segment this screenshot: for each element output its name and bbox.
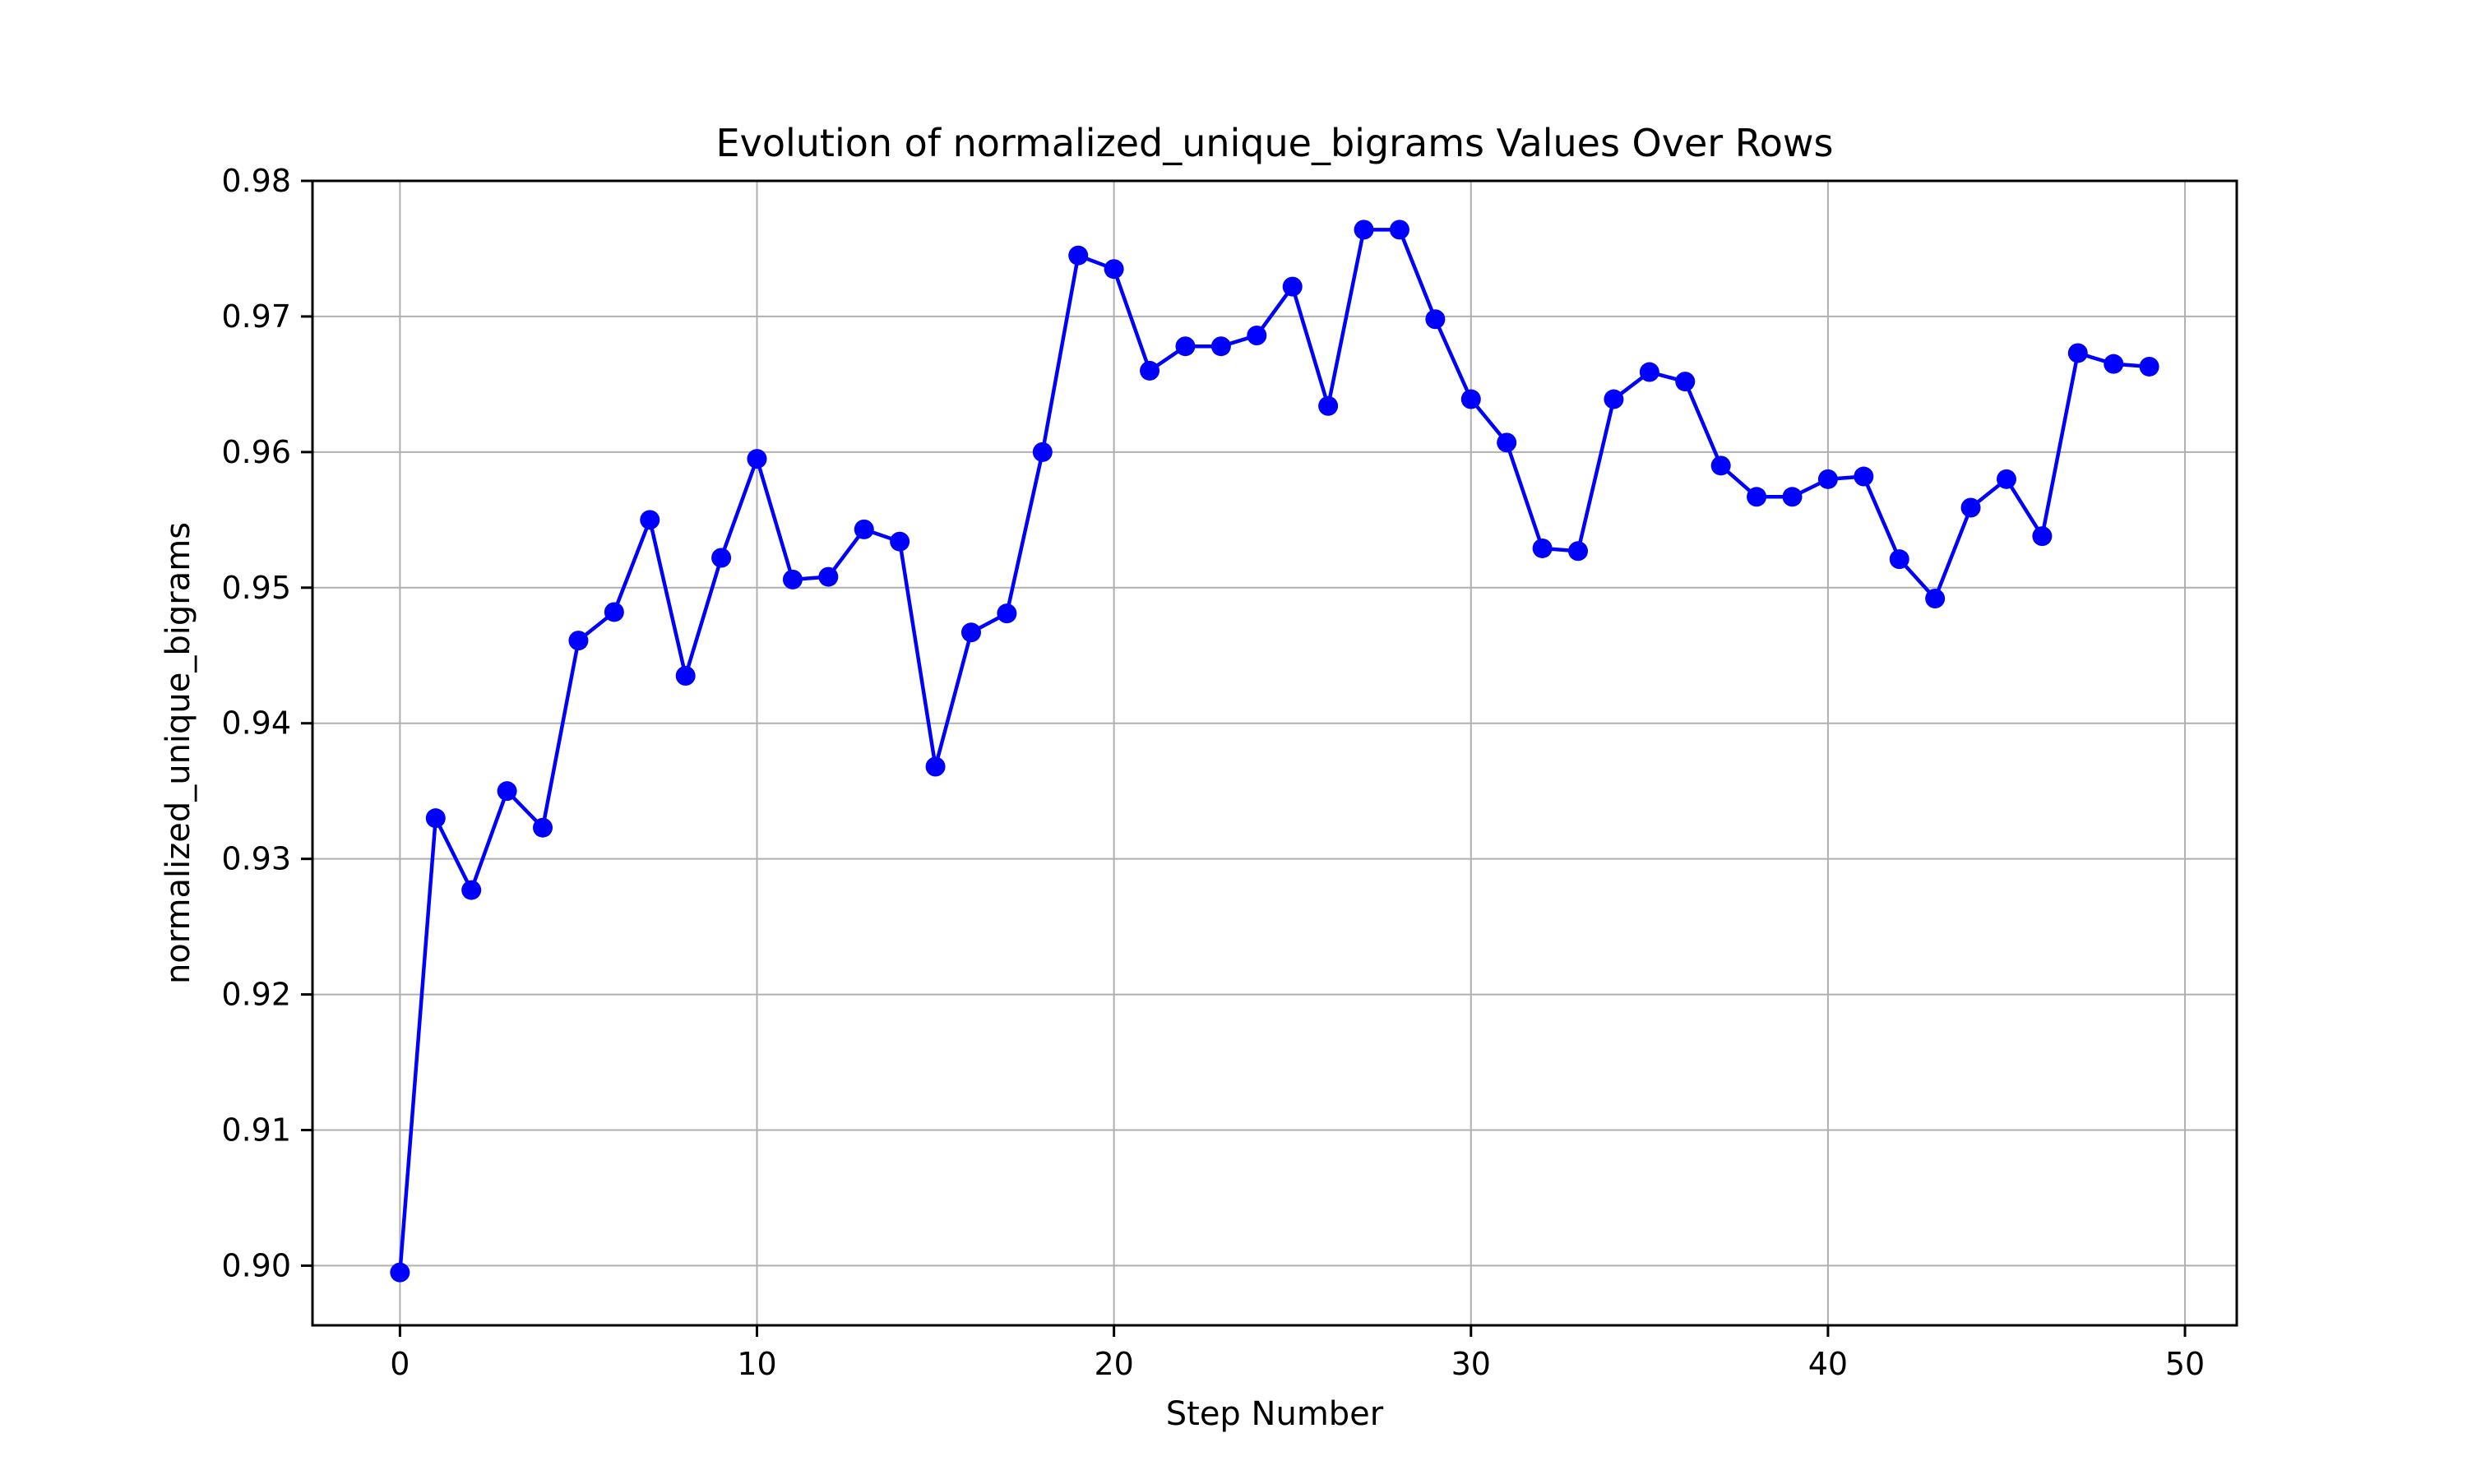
chart-title: Evolution of normalized_unique_bigrams V… — [716, 121, 1834, 165]
data-point — [890, 531, 910, 552]
data-point — [1710, 455, 1731, 476]
data-point — [1747, 487, 1767, 507]
data-point — [1282, 276, 1303, 297]
x-tick-label: 20 — [1094, 1346, 1133, 1382]
data-point — [1889, 549, 1909, 570]
data-point — [425, 808, 446, 829]
data-point — [1140, 360, 1160, 381]
data-point — [533, 817, 553, 838]
data-point — [568, 631, 589, 651]
x-tick-label: 0 — [390, 1346, 410, 1382]
y-axis-ticks: 0.90 0.91 0.92 0.93 0.94 0.95 0.96 0.97 0.98 — [221, 163, 312, 1283]
y-tick-label: 0.96 — [221, 434, 291, 470]
data-point — [1175, 336, 1196, 357]
y-tick-label: 0.91 — [221, 1112, 291, 1149]
data-point — [1604, 389, 1624, 409]
data-point — [1068, 245, 1089, 266]
grid — [312, 180, 2237, 1325]
x-tick-label: 30 — [1451, 1346, 1491, 1382]
data-point — [1354, 220, 1374, 240]
data-point — [497, 781, 517, 802]
x-tick-label: 50 — [2165, 1346, 2205, 1382]
data-point — [390, 1262, 410, 1283]
data-point — [1425, 309, 1446, 330]
data-point — [1782, 487, 1803, 507]
y-tick-label: 0.98 — [221, 163, 291, 199]
data-point — [747, 449, 767, 469]
x-tick-label: 10 — [737, 1346, 776, 1382]
data-point — [2104, 354, 2124, 374]
data-point — [1925, 588, 1946, 608]
y-tick-label: 0.93 — [221, 841, 291, 877]
data-point — [461, 880, 482, 900]
data-point — [782, 569, 803, 589]
data-point — [1817, 469, 1838, 489]
y-tick-label: 0.90 — [221, 1247, 291, 1283]
data-point — [1854, 466, 1874, 487]
y-tick-label: 0.95 — [221, 570, 291, 606]
data-point — [1568, 541, 1589, 562]
data-point — [604, 602, 624, 622]
plot-frame — [311, 179, 2238, 1327]
x-tick-label: 40 — [1808, 1346, 1848, 1382]
data-point — [1996, 469, 2016, 489]
data-point — [854, 519, 874, 539]
y-tick-label: 0.92 — [221, 977, 291, 1013]
data-point — [1639, 362, 1659, 382]
data-point — [1104, 259, 1124, 280]
data-point — [1960, 497, 1981, 518]
data-point — [1389, 220, 1409, 240]
data-point — [960, 622, 981, 643]
data-point — [1210, 336, 1231, 357]
x-axis-ticks: 0 10 20 30 40 50 — [390, 1325, 2205, 1382]
data-point — [1032, 442, 1053, 462]
data-point — [1460, 389, 1481, 409]
x-axis-label: Step Number — [1166, 1395, 1384, 1433]
data-point — [997, 603, 1017, 624]
data-point — [1532, 538, 1553, 558]
data-point — [1497, 432, 1517, 453]
data-point — [2032, 526, 2053, 547]
data-point — [2067, 343, 2088, 363]
y-tick-label: 0.97 — [221, 298, 291, 335]
data-point — [1675, 372, 1696, 392]
y-tick-label: 0.94 — [221, 705, 291, 742]
data-point — [711, 548, 732, 568]
y-axis-label: normalized_unique_bigrams — [160, 522, 197, 984]
data-point — [675, 665, 696, 686]
data-point — [925, 756, 946, 777]
data-point — [2139, 356, 2159, 377]
data-point — [1318, 395, 1339, 416]
data-point — [1247, 326, 1267, 346]
data-point — [818, 566, 839, 587]
series-layer — [390, 220, 2159, 1283]
data-point — [640, 510, 660, 530]
